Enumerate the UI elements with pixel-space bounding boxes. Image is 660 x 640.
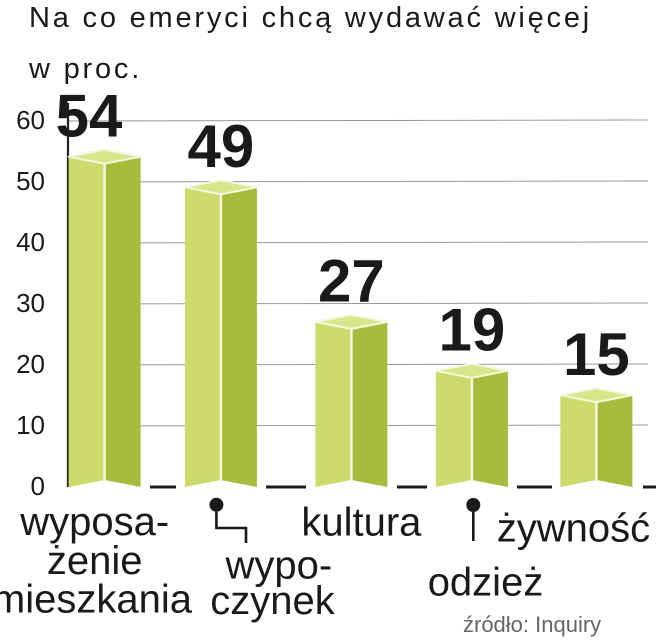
svg-text:czynek: czynek	[210, 579, 335, 623]
svg-text:wyposa-: wyposa-	[19, 500, 169, 544]
svg-text:odzież: odzież	[428, 560, 544, 604]
svg-text:20: 20	[16, 349, 45, 379]
svg-text:30: 30	[16, 288, 45, 318]
svg-text:źródło: Inquiry: źródło: Inquiry	[463, 612, 601, 637]
svg-text:0: 0	[31, 471, 45, 501]
svg-text:kultura: kultura	[301, 501, 422, 545]
svg-text:19: 19	[439, 297, 506, 364]
svg-text:40: 40	[16, 227, 45, 257]
svg-text:mieszkania: mieszkania	[0, 577, 193, 621]
svg-text:15: 15	[563, 321, 630, 388]
svg-text:60: 60	[16, 105, 45, 135]
svg-text:w proc.: w proc.	[28, 53, 142, 85]
svg-text:50: 50	[16, 166, 45, 196]
svg-text:27: 27	[318, 248, 385, 315]
svg-text:10: 10	[16, 410, 45, 440]
svg-text:żenie: żenie	[47, 539, 143, 583]
svg-text:54: 54	[56, 82, 123, 149]
svg-text:49: 49	[188, 113, 255, 180]
svg-text:żywność: żywność	[497, 507, 650, 551]
svg-text:Na co emeryci chcą wydawać wię: Na co emeryci chcą wydawać więcej	[29, 2, 592, 34]
